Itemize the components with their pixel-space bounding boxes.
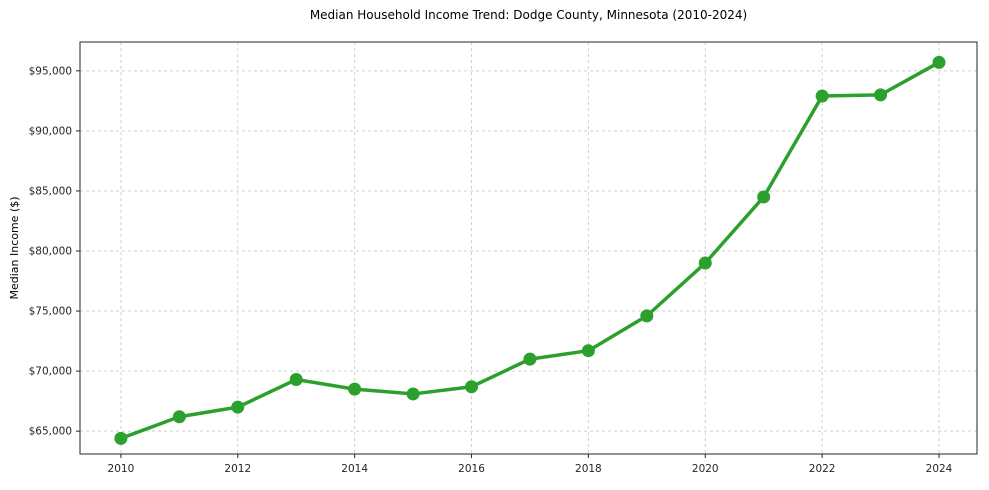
data-point xyxy=(757,190,771,204)
y-tick-label: $90,000 xyxy=(29,125,72,137)
data-point xyxy=(114,431,128,445)
data-point xyxy=(348,382,362,396)
y-tick-label: $65,000 xyxy=(29,426,72,438)
y-tick-label: $80,000 xyxy=(29,246,72,258)
chart-title: Median Household Income Trend: Dodge Cou… xyxy=(309,8,748,22)
data-point xyxy=(523,352,537,366)
y-tick-label: $75,000 xyxy=(29,306,72,318)
x-tick-label: 2014 xyxy=(341,463,368,475)
y-tick-label: $70,000 xyxy=(29,366,72,378)
data-point xyxy=(815,89,829,103)
data-point xyxy=(581,344,595,358)
trend-line xyxy=(119,60,941,441)
data-point xyxy=(874,88,888,102)
data-point xyxy=(465,380,479,394)
data-point xyxy=(172,410,186,424)
data-point xyxy=(231,400,245,414)
data-point xyxy=(640,309,654,323)
plot-border xyxy=(79,41,978,455)
data-point xyxy=(289,373,303,387)
x-tick-label: 2022 xyxy=(809,463,836,475)
x-tick-label: 2024 xyxy=(926,463,953,475)
data-point xyxy=(698,256,712,270)
data-point xyxy=(406,387,420,401)
data-point xyxy=(932,55,946,69)
x-tick-label: 2020 xyxy=(692,463,719,475)
x-tick-label: 2012 xyxy=(224,463,251,475)
y-tick-label: $95,000 xyxy=(29,65,72,77)
x-tick-label: 2010 xyxy=(108,463,135,475)
x-tick-label: 2016 xyxy=(458,463,485,475)
y-tick-label: $85,000 xyxy=(29,185,72,197)
x-tick-label: 2018 xyxy=(575,463,602,475)
